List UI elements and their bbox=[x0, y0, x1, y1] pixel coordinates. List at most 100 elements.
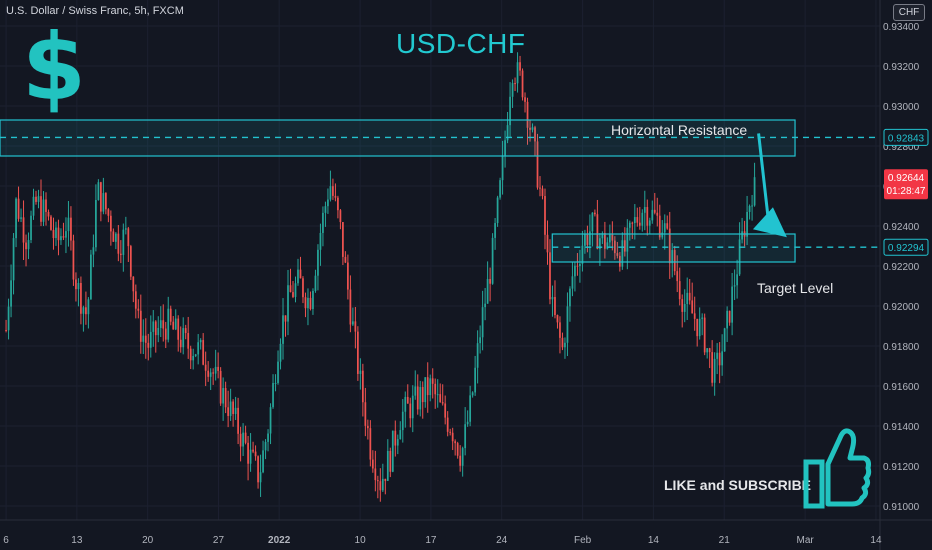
candle-body bbox=[292, 292, 294, 297]
candle-body bbox=[459, 455, 462, 466]
candle-body bbox=[536, 141, 539, 188]
candle-body bbox=[127, 228, 130, 247]
candle-body bbox=[224, 388, 227, 408]
candle-body bbox=[174, 318, 177, 330]
candle-body bbox=[396, 439, 399, 446]
candle-body bbox=[356, 331, 359, 374]
candle-body bbox=[666, 223, 669, 229]
y-tick-label: 0.92400 bbox=[883, 222, 920, 233]
candle-body bbox=[439, 394, 442, 403]
candle-body bbox=[529, 127, 531, 130]
candle-body bbox=[586, 234, 589, 245]
candle-body bbox=[569, 288, 571, 307]
candle-body bbox=[683, 304, 686, 312]
candle-body bbox=[604, 233, 606, 249]
y-tick-label: 0.91800 bbox=[883, 342, 920, 353]
candle-body bbox=[471, 392, 474, 396]
candle-body bbox=[668, 228, 671, 264]
candle-body bbox=[511, 83, 514, 97]
candle-body bbox=[741, 231, 743, 240]
candle-body bbox=[631, 222, 634, 224]
candle-body bbox=[219, 370, 222, 404]
candle-body bbox=[616, 253, 619, 256]
resistance-price-tag-label: 0.92843 bbox=[888, 133, 925, 144]
x-tick-label: 6 bbox=[3, 535, 9, 546]
candle-body bbox=[534, 127, 536, 142]
candle-body bbox=[486, 279, 489, 304]
candle-body bbox=[464, 424, 467, 449]
target-price-tag[interactable] bbox=[883, 238, 929, 256]
x-tick-label: Feb bbox=[574, 535, 592, 546]
candle-body bbox=[431, 378, 434, 384]
candle-body bbox=[379, 481, 382, 491]
candle-body bbox=[661, 232, 664, 238]
candle-body bbox=[599, 238, 601, 249]
price-axis[interactable]: 0.91000 0.91200 0.91400 0.91600 0.91800 0.920… bbox=[879, 0, 929, 550]
candle-body bbox=[214, 366, 217, 374]
candle-body bbox=[232, 401, 234, 414]
symbol-title[interactable]: U.S. Dollar / Swiss Franc, 5h, FXCM bbox=[6, 5, 184, 17]
candle-body bbox=[556, 315, 559, 323]
resistance-price-tag[interactable] bbox=[883, 128, 929, 146]
candle-body bbox=[162, 320, 165, 329]
arrow-down-icon bbox=[752, 133, 787, 238]
candle-body bbox=[65, 231, 67, 238]
candle-body bbox=[204, 364, 207, 371]
candle-body bbox=[449, 431, 452, 433]
arrow-shaft bbox=[757, 133, 771, 226]
candle-body bbox=[386, 450, 389, 481]
candle-body bbox=[317, 249, 319, 276]
candle-body bbox=[279, 343, 282, 362]
x-tick-label: 14 bbox=[648, 535, 660, 546]
candle-body bbox=[621, 240, 624, 267]
candle-body bbox=[424, 377, 427, 403]
candle-body bbox=[451, 432, 454, 442]
candle-body bbox=[481, 307, 484, 338]
x-tick-label: 24 bbox=[496, 535, 508, 546]
candle-body bbox=[401, 411, 404, 431]
candle-body bbox=[671, 250, 674, 264]
time-axis[interactable]: 6 13 20 27 2022 10 17 24 Feb 14 21 Mar 14 bbox=[0, 519, 932, 546]
candle-body bbox=[77, 283, 80, 290]
candle-body bbox=[504, 140, 506, 156]
candle-body bbox=[55, 227, 57, 239]
candle-body bbox=[721, 351, 724, 366]
x-tick-label: 2022 bbox=[268, 535, 291, 546]
candle-body bbox=[663, 223, 666, 233]
candle-body bbox=[289, 285, 292, 293]
candle-body bbox=[559, 322, 561, 338]
candle-body bbox=[641, 212, 644, 226]
candle-body bbox=[421, 387, 424, 403]
target-zone bbox=[551, 233, 796, 263]
candle-body bbox=[364, 402, 367, 426]
candle-body bbox=[404, 396, 407, 412]
candle-body bbox=[202, 340, 205, 365]
candle-body bbox=[167, 308, 170, 340]
candle-body bbox=[272, 383, 274, 408]
candle-body bbox=[736, 274, 738, 286]
candle-body bbox=[15, 198, 17, 239]
candle-body bbox=[476, 343, 479, 368]
candle-body bbox=[554, 297, 556, 316]
candle-body bbox=[701, 317, 704, 319]
candle-body bbox=[601, 233, 604, 239]
candle-body bbox=[496, 197, 499, 224]
y-tick-label: 0.92200 bbox=[883, 262, 920, 273]
candle-body bbox=[87, 299, 90, 315]
candle-body bbox=[494, 223, 496, 238]
candle-body bbox=[237, 407, 239, 434]
currency-chip[interactable]: CHF bbox=[893, 4, 925, 21]
candle-body bbox=[114, 233, 117, 242]
y-tick-label: 0.91000 bbox=[883, 502, 920, 513]
chart-headline: USD-CHF bbox=[396, 28, 526, 59]
thumbs-up-icon bbox=[803, 428, 872, 509]
candle-body bbox=[499, 180, 501, 198]
last-price-tag[interactable] bbox=[884, 169, 928, 200]
candle-body bbox=[656, 212, 659, 216]
candle-body bbox=[134, 291, 137, 309]
candle-body bbox=[32, 196, 35, 216]
candle-body bbox=[733, 285, 736, 287]
candle-body bbox=[519, 62, 521, 71]
candle-body bbox=[526, 101, 529, 128]
